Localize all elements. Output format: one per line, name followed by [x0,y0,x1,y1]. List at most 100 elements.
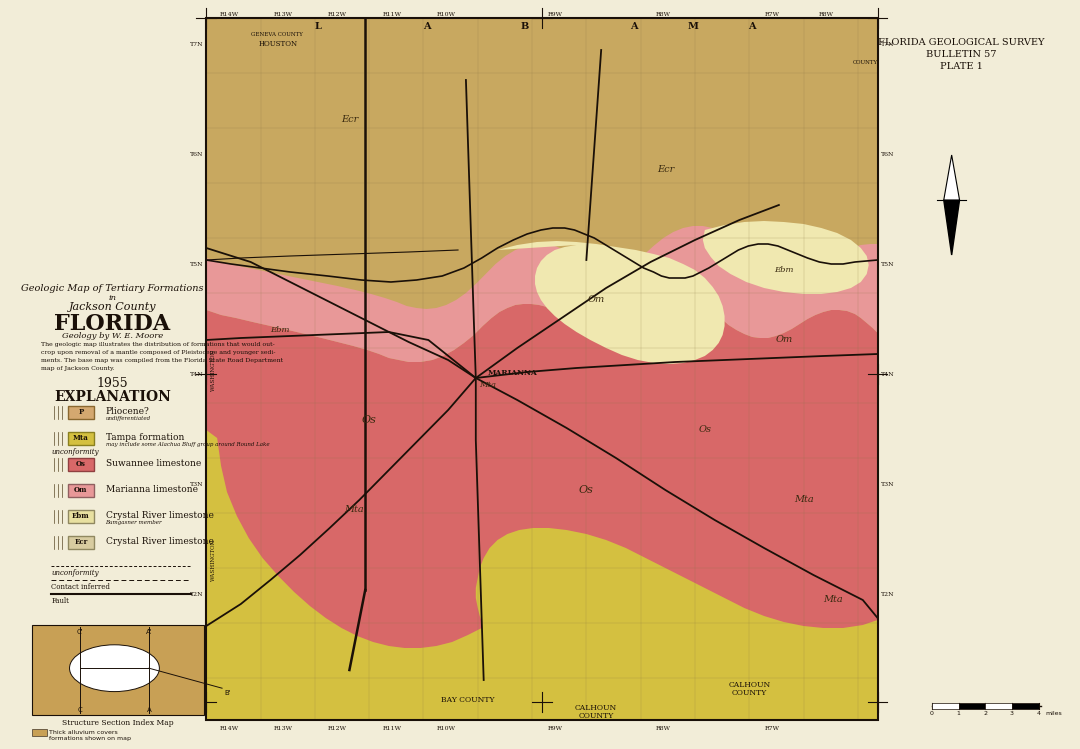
Text: R11W: R11W [382,12,402,17]
Text: T5N: T5N [880,262,894,267]
Text: R10W: R10W [436,12,456,17]
Text: T5N: T5N [190,262,203,267]
Text: COUNTY: COUNTY [853,60,878,65]
Polygon shape [206,226,878,362]
Text: T6N: T6N [190,153,203,157]
Text: unconformity: unconformity [51,448,99,456]
Text: MARIANNA: MARIANNA [488,369,538,377]
Text: COUNTY: COUNTY [731,689,767,697]
Text: R9W: R9W [548,12,563,17]
Text: Om: Om [775,336,793,345]
Text: Ecr: Ecr [657,166,674,175]
Polygon shape [703,221,868,294]
Text: may include some Alachua Bluff group around Round Lake: may include some Alachua Bluff group aro… [106,442,269,447]
Text: R9W: R9W [548,726,563,731]
Text: 3: 3 [1010,711,1014,716]
Text: Os: Os [699,425,712,434]
Text: A': A' [146,629,152,635]
Text: T2N: T2N [880,592,894,598]
Text: A: A [422,22,430,31]
Bar [68,432,94,445]
Bar [932,703,959,709]
Text: GENEVA COUNTY: GENEVA COUNTY [251,32,302,37]
Text: Mta: Mta [823,595,843,604]
Text: BULLETIN 57: BULLETIN 57 [927,50,997,59]
Text: T4N: T4N [190,372,203,377]
Text: Os: Os [579,485,594,495]
Text: crop upon removal of a mantle composed of Pleistocene and younger sedi-: crop upon removal of a mantle composed o… [41,350,275,355]
Text: Mta: Mta [345,506,364,515]
Text: FLORIDA GEOLOGICAL SURVEY: FLORIDA GEOLOGICAL SURVEY [878,38,1044,47]
Text: L: L [314,22,321,31]
Text: T3N: T3N [880,482,894,488]
Text: formations shown on map: formations shown on map [50,736,132,741]
Text: Os: Os [362,415,377,425]
Bar [206,18,878,720]
Text: A: A [630,22,637,31]
Text: Tampa formation: Tampa formation [106,433,184,442]
Text: Pliocene?: Pliocene? [106,407,149,416]
Polygon shape [944,200,959,255]
Bar [1012,703,1039,709]
Text: Ebm: Ebm [271,326,291,334]
Text: Ebm: Ebm [72,512,90,521]
Text: HOUSTON: HOUSTON [259,40,298,48]
Text: 0: 0 [930,711,934,716]
Text: Bumgasner member: Bumgasner member [106,520,162,525]
Polygon shape [206,350,878,720]
Text: T7N: T7N [190,43,203,47]
Text: 1: 1 [957,711,960,716]
Text: Contact inferred: Contact inferred [51,583,110,591]
Text: T2N: T2N [190,592,203,598]
Text: R8W: R8W [656,726,671,731]
Text: Mta: Mta [480,381,496,389]
Text: Ecr: Ecr [75,539,87,547]
Text: R8W: R8W [656,12,671,17]
Text: 4: 4 [1037,711,1040,716]
Ellipse shape [69,645,160,691]
Text: Ebm: Ebm [774,266,794,274]
Text: Crystal River limestone: Crystal River limestone [106,537,214,546]
Text: WASHINGTON: WASHINGTON [212,349,216,391]
Bar [68,510,94,523]
Text: R7W: R7W [765,12,780,17]
Polygon shape [944,155,959,200]
Text: Jackson County: Jackson County [69,302,157,312]
Text: A: A [147,707,151,713]
Bar [985,703,1012,709]
Text: R11W: R11W [382,726,402,731]
Text: Mta: Mta [73,434,89,443]
Text: R10W: R10W [436,726,456,731]
Text: Om: Om [75,487,87,494]
Text: M: M [688,22,699,31]
Bar [959,703,985,709]
Text: Thick alluvium covers: Thick alluvium covers [50,730,118,735]
Text: T6N: T6N [880,153,894,157]
Text: Crystal River limestone: Crystal River limestone [106,511,214,520]
Text: Mta: Mta [794,496,813,505]
Text: R14W: R14W [219,12,239,17]
Text: T7N: T7N [880,43,894,47]
Text: CALHOUN: CALHOUN [728,681,770,689]
Bar [31,625,204,715]
Bar [68,406,94,419]
Text: B: B [521,22,529,31]
Text: in: in [108,294,117,302]
Text: CALHOUN: CALHOUN [576,704,618,712]
Text: FLORIDA: FLORIDA [54,313,171,335]
Text: T3N: T3N [190,482,203,488]
Text: COUNTY: COUNTY [579,712,613,720]
Text: EXPLANATION: EXPLANATION [54,390,171,404]
Text: unconformity: unconformity [51,569,99,577]
Text: R12W: R12W [328,12,347,17]
Text: 2: 2 [983,711,987,716]
Text: T4N: T4N [880,372,894,377]
Bar [206,18,878,720]
Bar [68,484,94,497]
Text: R8W: R8W [819,12,834,17]
Text: C': C' [77,629,83,635]
Text: undifferentiated: undifferentiated [106,416,151,421]
Text: C: C [78,707,82,713]
Text: miles: miles [1045,711,1063,716]
Text: Geologic Map of Tertiary Formations: Geologic Map of Tertiary Formations [22,284,204,293]
